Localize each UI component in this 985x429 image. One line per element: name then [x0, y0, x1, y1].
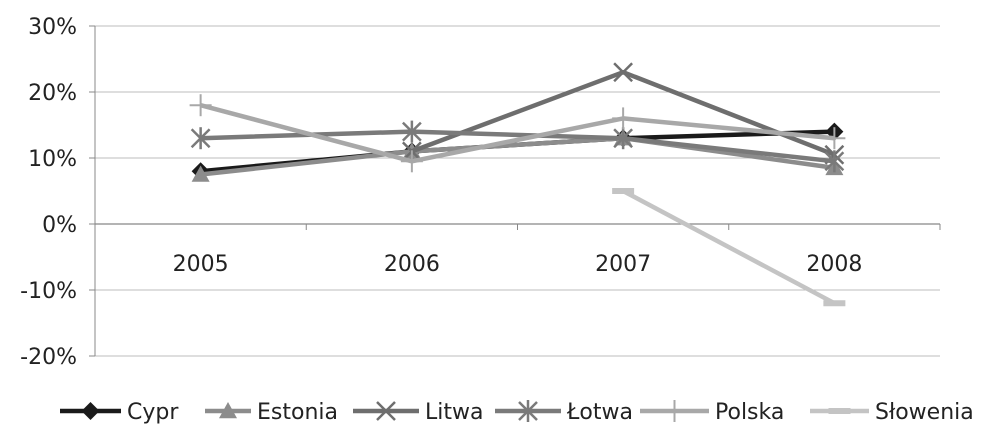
legend-item: Estonia [205, 400, 338, 425]
data-point [190, 127, 211, 150]
legend-marker [518, 400, 538, 422]
data-point [612, 107, 635, 130]
series-line [622, 189, 836, 306]
legend-item: Polska [640, 400, 784, 425]
data-point [823, 127, 846, 150]
x-tick-label: 2005 [173, 252, 229, 277]
data-point [824, 150, 845, 173]
x-axis: 2005 2006 2007 2008 [94, 223, 941, 277]
legend-label: Cypr [127, 400, 179, 425]
grid [95, 25, 940, 357]
y-tick-label: 30% [28, 15, 77, 40]
series-6 [612, 188, 846, 307]
legend-marker [663, 400, 686, 422]
legend-label: Łotwa [566, 400, 633, 425]
legend-label: Litwa [425, 400, 483, 425]
y-tick-label: -20% [20, 345, 77, 370]
series-5 [189, 94, 846, 173]
legend-marker [376, 401, 396, 421]
data-point [613, 127, 634, 150]
y-tick-label: 20% [28, 81, 77, 106]
legend-label: Polska [715, 400, 784, 425]
legend-item: Łotwa [495, 400, 633, 425]
x-tick-label: 2008 [806, 252, 862, 277]
data-point [400, 150, 423, 173]
legend-label: Estonia [257, 400, 338, 425]
y-tick-label: 0% [42, 213, 77, 238]
series-line [200, 135, 835, 177]
legend-marker [219, 402, 237, 419]
legend-marker [81, 402, 100, 420]
data-point [613, 62, 634, 83]
data-point [401, 120, 422, 143]
x-tick-label: 2006 [384, 252, 440, 277]
y-axis: 30% 20% 10% 0% -10% -20% [20, 15, 96, 370]
y-tick-label: 10% [28, 147, 77, 172]
legend-label: Słowenia [875, 400, 974, 425]
series-group [189, 62, 846, 307]
data-point [191, 165, 210, 182]
legend-item: Słowenia [810, 400, 974, 425]
legend: Cypr Estonia Litwa Łotwa Polska Słowenia [60, 400, 974, 425]
legend-item: Cypr [60, 400, 179, 425]
legend-item: Litwa [353, 400, 483, 425]
data-point [189, 94, 212, 117]
y-tick-label: -10% [20, 279, 77, 304]
series-line [200, 103, 835, 164]
x-tick-label: 2007 [595, 252, 651, 277]
